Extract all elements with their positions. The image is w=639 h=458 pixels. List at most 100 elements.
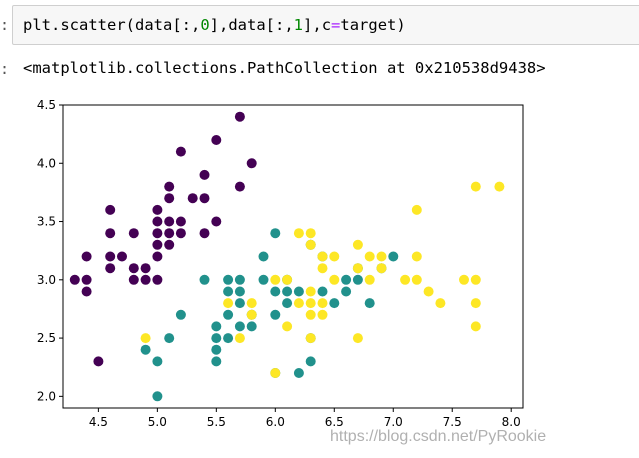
y-tick-label: 2.0	[37, 389, 56, 403]
scatter-point-class0	[117, 251, 127, 262]
scatter-point-class1	[211, 344, 222, 355]
scatter-point-class1	[152, 356, 163, 367]
code-line[interactable]: plt.scatter(data[:,0],data[:,1],c=target…	[23, 16, 406, 34]
scatter-point-class0	[105, 263, 116, 274]
scatter-point-class0	[199, 169, 210, 180]
scatter-point-class2	[293, 298, 304, 309]
scatter-point-class1	[234, 274, 245, 285]
code-open-paren: (	[125, 16, 135, 34]
scatter-point-class2	[329, 251, 340, 262]
code-kw-name: c	[321, 16, 332, 34]
scatter-point-class0	[164, 216, 175, 227]
scatter-point-class0	[105, 228, 116, 239]
scatter-point-class0	[164, 193, 175, 204]
scatter-plot[interactable]: 4.5 5.0 5.5 6.0 6.5 7.0 7.5 8.0 2.0 2.5 3.0 3.5 4.0…	[0, 95, 560, 435]
scatter-point-class2	[470, 181, 481, 192]
x-tick-label: 7.0	[384, 415, 403, 429]
scatter-point-class0	[81, 251, 92, 262]
scatter-point-class2	[270, 274, 281, 285]
y-tick-label: 4.5	[37, 98, 56, 112]
scatter-point-class2	[470, 298, 481, 309]
scatter-point-class1	[246, 321, 257, 332]
scatter-point-class0	[164, 239, 175, 250]
x-tick-label: 5.0	[148, 415, 167, 429]
scatter-point-class1	[305, 356, 316, 367]
scatter-point-class2	[317, 298, 328, 309]
scatter-point-class0	[81, 286, 92, 297]
y-tick-label: 2.5	[37, 331, 56, 345]
y-axis: 2.0 2.5 3.0 3.5 4.0 4.5	[37, 98, 63, 403]
code-input-cell[interactable]: plt.scatter(data[:,0],data[:,1],c=target…	[12, 5, 639, 45]
scatter-point-class0	[246, 158, 257, 169]
scatter-point-class2	[352, 263, 363, 274]
scatter-point-class2	[317, 309, 328, 320]
scatter-point-class2	[282, 321, 293, 332]
scatter-point-class1	[211, 321, 222, 332]
scatter-point-class2	[376, 251, 387, 262]
x-tick-label: 8.0	[502, 415, 521, 429]
code-arg2-suffix: ],	[303, 16, 322, 34]
scatter-point-class1	[258, 251, 269, 262]
scatter-point-class2	[293, 228, 304, 239]
scatter-point-class1	[223, 333, 234, 344]
code-function: plt.scatter	[23, 16, 126, 34]
scatter-point-class2	[470, 274, 481, 285]
scatter-point-class2	[494, 181, 505, 192]
scatter-point-class0	[164, 228, 175, 239]
code-kw-equals: =	[331, 16, 341, 34]
scatter-point-class1	[140, 344, 151, 355]
scatter-point-class0	[93, 356, 104, 367]
scatter-point-class1	[223, 274, 234, 285]
scatter-point-class2	[435, 298, 446, 309]
x-tick-label: 5.5	[207, 415, 226, 429]
scatter-point-class1	[234, 286, 245, 297]
x-tick-label: 6.5	[325, 415, 344, 429]
code-arg2-prefix: data[:,	[228, 16, 294, 34]
scatter-point-class2	[364, 274, 375, 285]
scatter-point-class0	[234, 181, 245, 192]
code-arg2-index: 1	[293, 16, 304, 34]
scatter-point-class0	[152, 216, 163, 227]
scatter-point-class1	[341, 286, 352, 297]
code-arg1-index: 0	[200, 16, 210, 34]
output-prompt-marker: :	[0, 60, 10, 78]
x-tick-label: 7.5	[443, 415, 462, 429]
scatter-point-class1	[282, 298, 293, 309]
scatter-point-class0	[187, 193, 198, 204]
scatter-point-class2	[459, 274, 469, 285]
scatter-point-class2	[411, 204, 422, 215]
scatter-point-class1	[270, 286, 281, 297]
points-layer	[69, 111, 505, 402]
scatter-point-class0	[152, 274, 163, 285]
scatter-point-class0	[81, 274, 92, 285]
scatter-point-class2	[305, 239, 316, 250]
scatter-point-class2	[423, 286, 434, 297]
scatter-point-class1	[293, 286, 304, 297]
cell-output-text[interactable]: <matplotlib.collections.PathCollection a…	[23, 59, 546, 77]
scatter-point-class0	[128, 228, 139, 239]
scatter-point-class2	[411, 251, 422, 262]
code-kw-value: target	[340, 16, 397, 34]
scatter-point-class1	[270, 228, 281, 239]
scatter-point-class2	[364, 251, 375, 262]
scatter-point-class1	[258, 274, 269, 285]
scatter-point-class1	[211, 333, 222, 344]
watermark: https://blog.csdn.net/PyRookie	[330, 428, 547, 445]
scatter-point-class0	[128, 263, 139, 274]
scatter-point-class2	[305, 228, 316, 239]
y-tick-label: 3.0	[37, 273, 56, 287]
scatter-point-class1	[282, 286, 293, 297]
scatter-point-class2	[305, 309, 316, 320]
scatter-point-class0	[164, 181, 175, 192]
scatter-point-class0	[105, 204, 116, 215]
scatter-point-class1	[270, 309, 281, 320]
scatter-point-class0	[175, 216, 186, 227]
scatter-point-class0	[175, 146, 186, 157]
scatter-point-class2	[329, 274, 340, 285]
scatter-point-class2	[411, 274, 422, 285]
x-axis: 4.5 5.0 5.5 6.0 6.5 7.0 7.5 8.0	[89, 408, 521, 429]
scatter-point-class1	[223, 286, 234, 297]
scatter-point-class1	[317, 286, 328, 297]
scatter-point-class1	[175, 309, 186, 320]
code-arg1-prefix: data[:,	[135, 16, 201, 34]
